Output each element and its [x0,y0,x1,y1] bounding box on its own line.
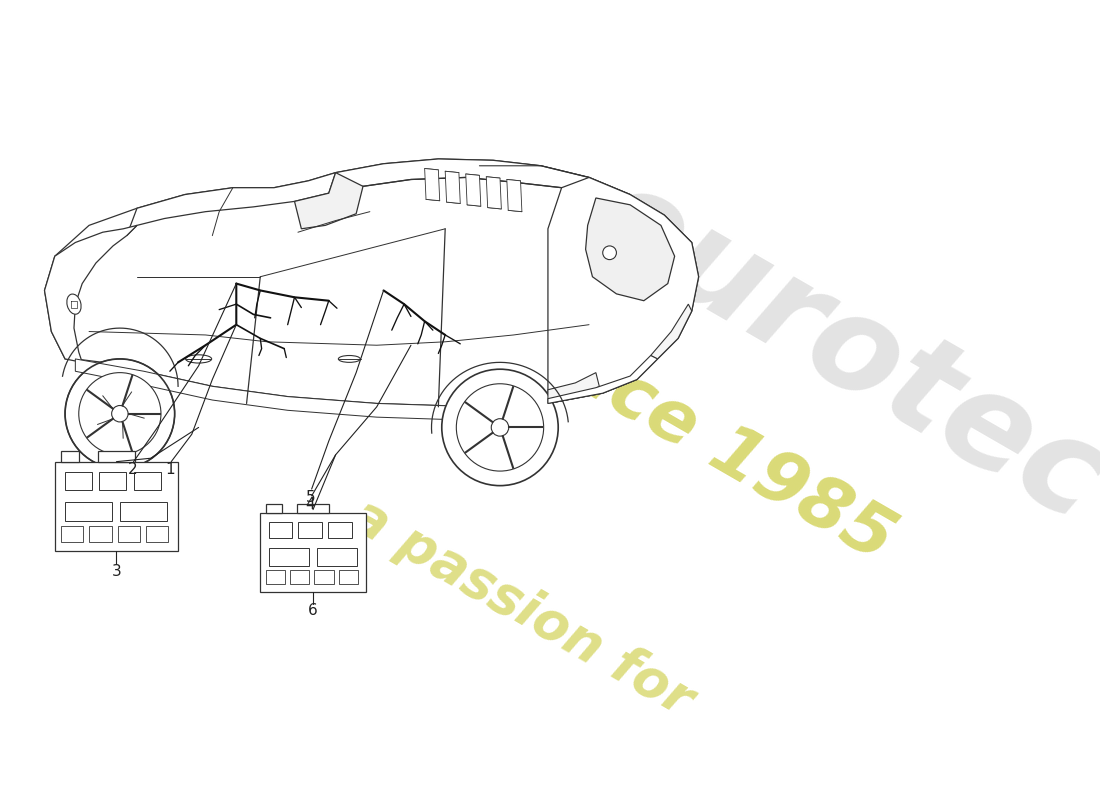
Circle shape [79,373,161,455]
Polygon shape [65,502,111,522]
Ellipse shape [186,355,211,363]
Polygon shape [425,169,440,201]
Polygon shape [120,502,167,522]
Polygon shape [339,570,358,584]
Polygon shape [317,549,356,566]
Circle shape [603,246,616,260]
Polygon shape [146,526,168,542]
Text: eurotec: eurotec [569,154,1100,549]
Polygon shape [548,355,658,403]
Polygon shape [585,198,674,301]
Polygon shape [75,359,548,421]
Polygon shape [315,570,333,584]
Text: since 1985: since 1985 [493,298,906,576]
Text: 2: 2 [128,462,138,478]
Polygon shape [126,173,336,236]
Text: 1: 1 [165,462,175,478]
Polygon shape [98,451,135,462]
Polygon shape [328,522,352,538]
Circle shape [492,418,508,436]
Polygon shape [486,177,502,209]
Polygon shape [290,570,309,584]
Polygon shape [134,472,161,490]
Ellipse shape [67,294,81,314]
Polygon shape [507,179,521,212]
Polygon shape [55,462,178,550]
Polygon shape [99,472,127,490]
Polygon shape [65,472,91,490]
Text: 6: 6 [308,603,318,618]
Polygon shape [268,549,309,566]
Polygon shape [60,451,79,462]
Text: 4: 4 [306,497,315,512]
Text: 3: 3 [111,564,121,578]
Polygon shape [44,226,138,362]
Circle shape [456,384,543,471]
Polygon shape [465,174,481,206]
Polygon shape [548,178,698,403]
Polygon shape [265,503,282,513]
Polygon shape [446,171,460,203]
Polygon shape [60,526,84,542]
Circle shape [111,406,128,422]
Polygon shape [548,373,600,403]
Polygon shape [268,522,293,538]
Polygon shape [329,159,630,198]
Polygon shape [118,526,140,542]
Polygon shape [265,570,285,584]
Polygon shape [297,503,329,513]
Polygon shape [298,522,322,538]
Polygon shape [295,173,363,229]
Text: 5: 5 [306,490,315,505]
Circle shape [65,359,175,469]
Circle shape [442,370,558,486]
Polygon shape [651,304,692,359]
Text: a passion for: a passion for [342,489,703,727]
Polygon shape [89,526,111,542]
Polygon shape [261,513,366,592]
Ellipse shape [339,355,361,362]
Polygon shape [44,159,698,407]
